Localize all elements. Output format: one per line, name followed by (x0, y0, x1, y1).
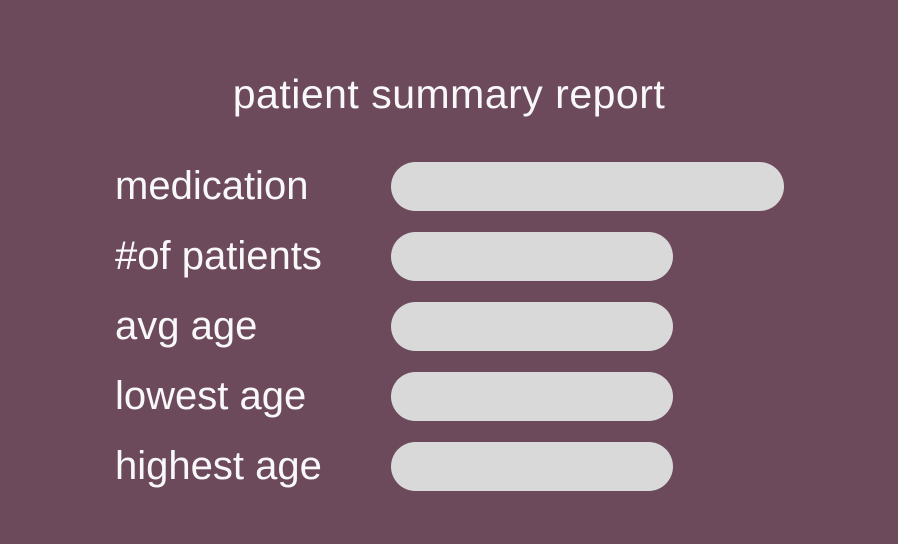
lowest-age-label: lowest age (115, 374, 307, 418)
medication-label: medication (115, 164, 309, 208)
medication-input[interactable] (391, 162, 784, 211)
form-row-medication: medication (0, 162, 784, 211)
form-row-num-patients: #of patients (0, 232, 784, 281)
summary-form: medication #of patients avg age lowest a… (0, 162, 784, 512)
num-patients-label: #of patients (115, 234, 322, 278)
avg-age-label: avg age (115, 304, 258, 348)
form-row-avg-age: avg age (0, 302, 784, 351)
form-row-lowest-age: lowest age (0, 372, 784, 421)
num-patients-input[interactable] (391, 232, 673, 281)
highest-age-label: highest age (115, 444, 322, 488)
form-row-highest-age: highest age (0, 442, 784, 491)
page-title: patient summary report (232, 71, 666, 117)
lowest-age-input[interactable] (391, 372, 673, 421)
avg-age-input[interactable] (391, 302, 673, 351)
highest-age-input[interactable] (391, 442, 673, 491)
